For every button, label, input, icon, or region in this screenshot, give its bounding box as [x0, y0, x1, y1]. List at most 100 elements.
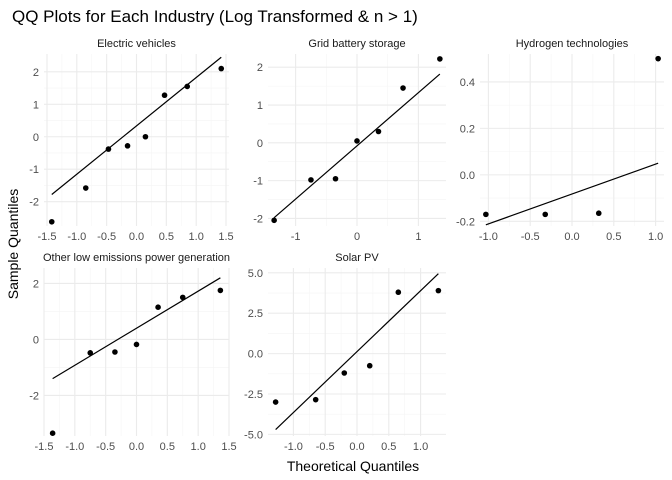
- data-point: [82, 185, 89, 191]
- panel-title: Other low emissions power generation: [43, 252, 230, 264]
- y-tick-label: -1: [29, 164, 39, 176]
- y-tick-label: 0: [33, 132, 39, 144]
- data-point: [595, 210, 602, 217]
- y-tick-label: 1: [257, 100, 263, 112]
- x-tick-label: 0.5: [160, 441, 175, 453]
- x-tick-label: 1.0: [189, 231, 204, 243]
- y-tick-label: -2.5: [244, 389, 263, 401]
- data-point: [49, 430, 56, 437]
- y-axis-title: Sample Quantiles: [5, 189, 21, 300]
- x-tick-label: -1.5: [37, 231, 56, 243]
- data-point: [375, 128, 382, 135]
- data-point: [87, 350, 94, 356]
- data-point: [272, 399, 279, 405]
- y-tick-label: 0: [33, 334, 39, 346]
- x-tick-label: 1.0: [413, 441, 428, 453]
- x-tick-label: -1.5: [35, 441, 54, 453]
- panel-title: Electric vehicles: [97, 38, 176, 50]
- y-tick-label: 0.4: [460, 77, 475, 89]
- panel-plot-area: [52, 277, 221, 380]
- data-point: [542, 211, 549, 218]
- data-point: [308, 177, 314, 183]
- panel-title: Grid battery storage: [308, 38, 405, 50]
- data-point: [142, 133, 149, 140]
- panel-title: Hydrogen technologies: [516, 38, 629, 50]
- panel-1: -1.5 -1.0 -0.5 0.0 0.5 1.0 1.5 -2 -1 0 1 2 Electric …: [29, 38, 233, 243]
- data-point: [271, 217, 277, 224]
- y-tick-label: 0.0: [248, 349, 263, 361]
- panel-plot-area: [275, 273, 439, 430]
- x-tick-label: 0.0: [564, 231, 579, 243]
- y-tick-label: 2: [257, 62, 263, 74]
- data-point: [483, 211, 489, 218]
- panel-4: -1.5 -1.0 -0.5 0.0 0.5 1.0 1.5 -2 0 2 Other low em…: [29, 252, 236, 453]
- data-point: [124, 143, 131, 149]
- data-point: [184, 83, 191, 90]
- y-tick-label: 0.2: [460, 123, 475, 135]
- data-point: [435, 287, 442, 294]
- panel-5: -1.0 -0.5 0.0 0.5 1.0 -5.0 -2.5 0.0 2.5 5.0 Solar …: [244, 252, 446, 453]
- data-point: [354, 138, 360, 144]
- data-point: [400, 85, 406, 91]
- x-tick-label: 1: [415, 231, 421, 243]
- y-tick-label: -2: [29, 390, 39, 402]
- x-tick-label: 0.0: [349, 441, 364, 453]
- data-point: [179, 294, 186, 301]
- x-tick-label: -0.5: [96, 441, 115, 453]
- data-point: [437, 56, 443, 62]
- data-point: [341, 370, 348, 376]
- x-tick-label: 0.5: [159, 231, 174, 243]
- y-tick-label: 2.5: [248, 308, 263, 320]
- reference-line: [52, 277, 221, 380]
- x-tick-label: -1.0: [65, 441, 84, 453]
- panels-group: -1.5 -1.0 -0.5 0.0 0.5 1.0 1.5 -2 -1 0 1 2 Electric …: [29, 38, 664, 453]
- y-tick-label: 2: [33, 278, 39, 290]
- x-tick-label: -1: [291, 231, 301, 243]
- y-tick-label: -2: [253, 213, 263, 225]
- panel-plot-area: [51, 56, 222, 195]
- data-point: [312, 396, 319, 403]
- data-point: [395, 289, 402, 296]
- data-point: [133, 341, 140, 348]
- x-tick-label: -1.0: [284, 441, 303, 453]
- reference-line: [51, 56, 222, 195]
- data-point: [332, 175, 339, 182]
- data-point: [655, 55, 661, 62]
- y-tick-label: 5.0: [248, 268, 263, 280]
- data-point: [217, 287, 224, 294]
- reference-line: [273, 73, 441, 219]
- y-tick-label: -5.0: [244, 429, 263, 441]
- panel-2: -1 0 1 -2 -1 0 1 2 Grid battery storage: [253, 38, 446, 243]
- reference-line: [275, 273, 439, 430]
- x-axis-title: Theoretical Quantiles: [287, 458, 419, 474]
- panel-plot-area: [273, 73, 441, 219]
- y-tick-label: -0.2: [456, 216, 475, 228]
- y-tick-label: 2: [33, 67, 39, 79]
- y-tick-label: 1: [33, 99, 39, 111]
- data-point: [112, 349, 118, 355]
- x-tick-label: -1.0: [479, 231, 498, 243]
- y-tick-label: 0: [257, 138, 263, 150]
- data-point: [48, 218, 55, 225]
- x-tick-label: 0.5: [606, 231, 621, 243]
- x-tick-label: -0.5: [521, 231, 540, 243]
- data-point: [155, 304, 161, 311]
- chart-title: QQ Plots for Each Industry (Log Transfor…: [12, 7, 418, 26]
- x-tick-label: 0: [354, 231, 360, 243]
- y-tick-label: -1: [253, 176, 263, 188]
- x-tick-label: -1.0: [67, 231, 86, 243]
- y-tick-label: 0.0: [460, 170, 475, 182]
- x-tick-label: 1.0: [191, 441, 206, 453]
- panel-3: -1.0 -0.5 0.0 0.5 1.0 -0.2 0.0 0.2 0.4 Hydrogen t…: [456, 38, 664, 243]
- x-tick-label: 0.0: [129, 441, 144, 453]
- x-tick-label: 1.5: [218, 231, 233, 243]
- data-point: [366, 362, 373, 369]
- panel-title: Solar PV: [335, 252, 379, 264]
- x-tick-label: 0.5: [381, 441, 396, 453]
- panel-plot-area: [485, 162, 659, 226]
- x-tick-label: 1.0: [648, 231, 663, 243]
- x-tick-label: -0.5: [97, 231, 116, 243]
- data-point: [105, 146, 112, 152]
